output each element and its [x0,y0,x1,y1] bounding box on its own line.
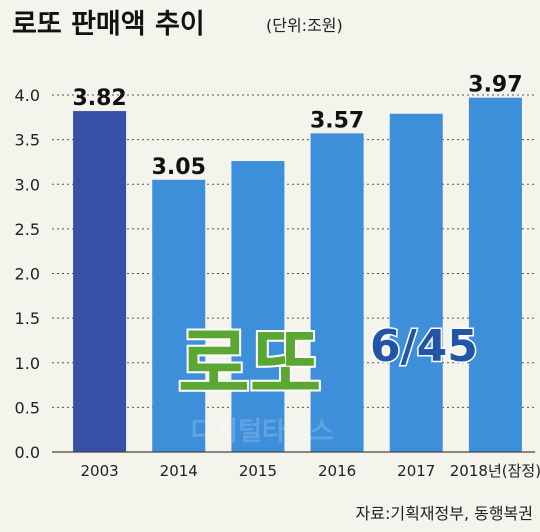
data-label: 3.82 [72,86,126,111]
data-label: 3.97 [468,73,522,98]
x-category-label: 2015 [239,462,277,480]
lotto-logo-text: 로또 [178,320,322,410]
y-tick-label: 2.0 [15,265,40,284]
x-category-label: 2017 [397,462,435,480]
x-category-label: 2018년(잠정) [450,462,540,480]
bar-0 [73,111,127,452]
y-tick-label: 0.5 [15,398,40,417]
chart-unit: (단위:조원) [266,16,343,35]
x-category-label: 2016 [318,462,356,480]
data-label: 3.05 [152,155,206,180]
bar-1 [152,179,206,452]
y-tick-label: 3.0 [15,175,40,194]
y-axis-ticks: 0.0 0.5 1.0 1.5 2.0 2.5 3.0 3.5 4.0 [15,86,40,462]
bar-2 [231,161,285,453]
y-tick-label: 4.0 [15,86,40,105]
y-tick-label: 3.5 [15,131,40,150]
lotto-logo: 로또 6/45 [176,318,479,412]
lotto-logo-numbers: 6/45 [370,321,478,372]
watermark: 디지털타임스 [190,417,334,447]
data-labels: 3.82 3.05 3.57 3.97 [72,73,522,180]
data-label: 3.57 [310,108,364,133]
y-tick-label: 1.0 [15,354,40,373]
bar-4 [389,113,443,453]
grid-lines [52,94,535,408]
source-note: 자료:기획재정부, 동행복권 [356,504,533,523]
x-category-label: 2003 [80,462,118,480]
x-category-label: 2014 [160,462,198,480]
bars [73,97,522,453]
x-axis-categories: 2003 2014 2015 2016 2017 2018년(잠정) [80,462,540,480]
bar-3 [310,133,364,452]
chart-title: 로또 판매액 추이 [12,9,205,40]
y-tick-label: 0.0 [15,443,40,462]
y-tick-label: 2.5 [15,220,40,239]
bar-5 [468,97,522,453]
y-tick-label: 1.5 [15,309,40,328]
